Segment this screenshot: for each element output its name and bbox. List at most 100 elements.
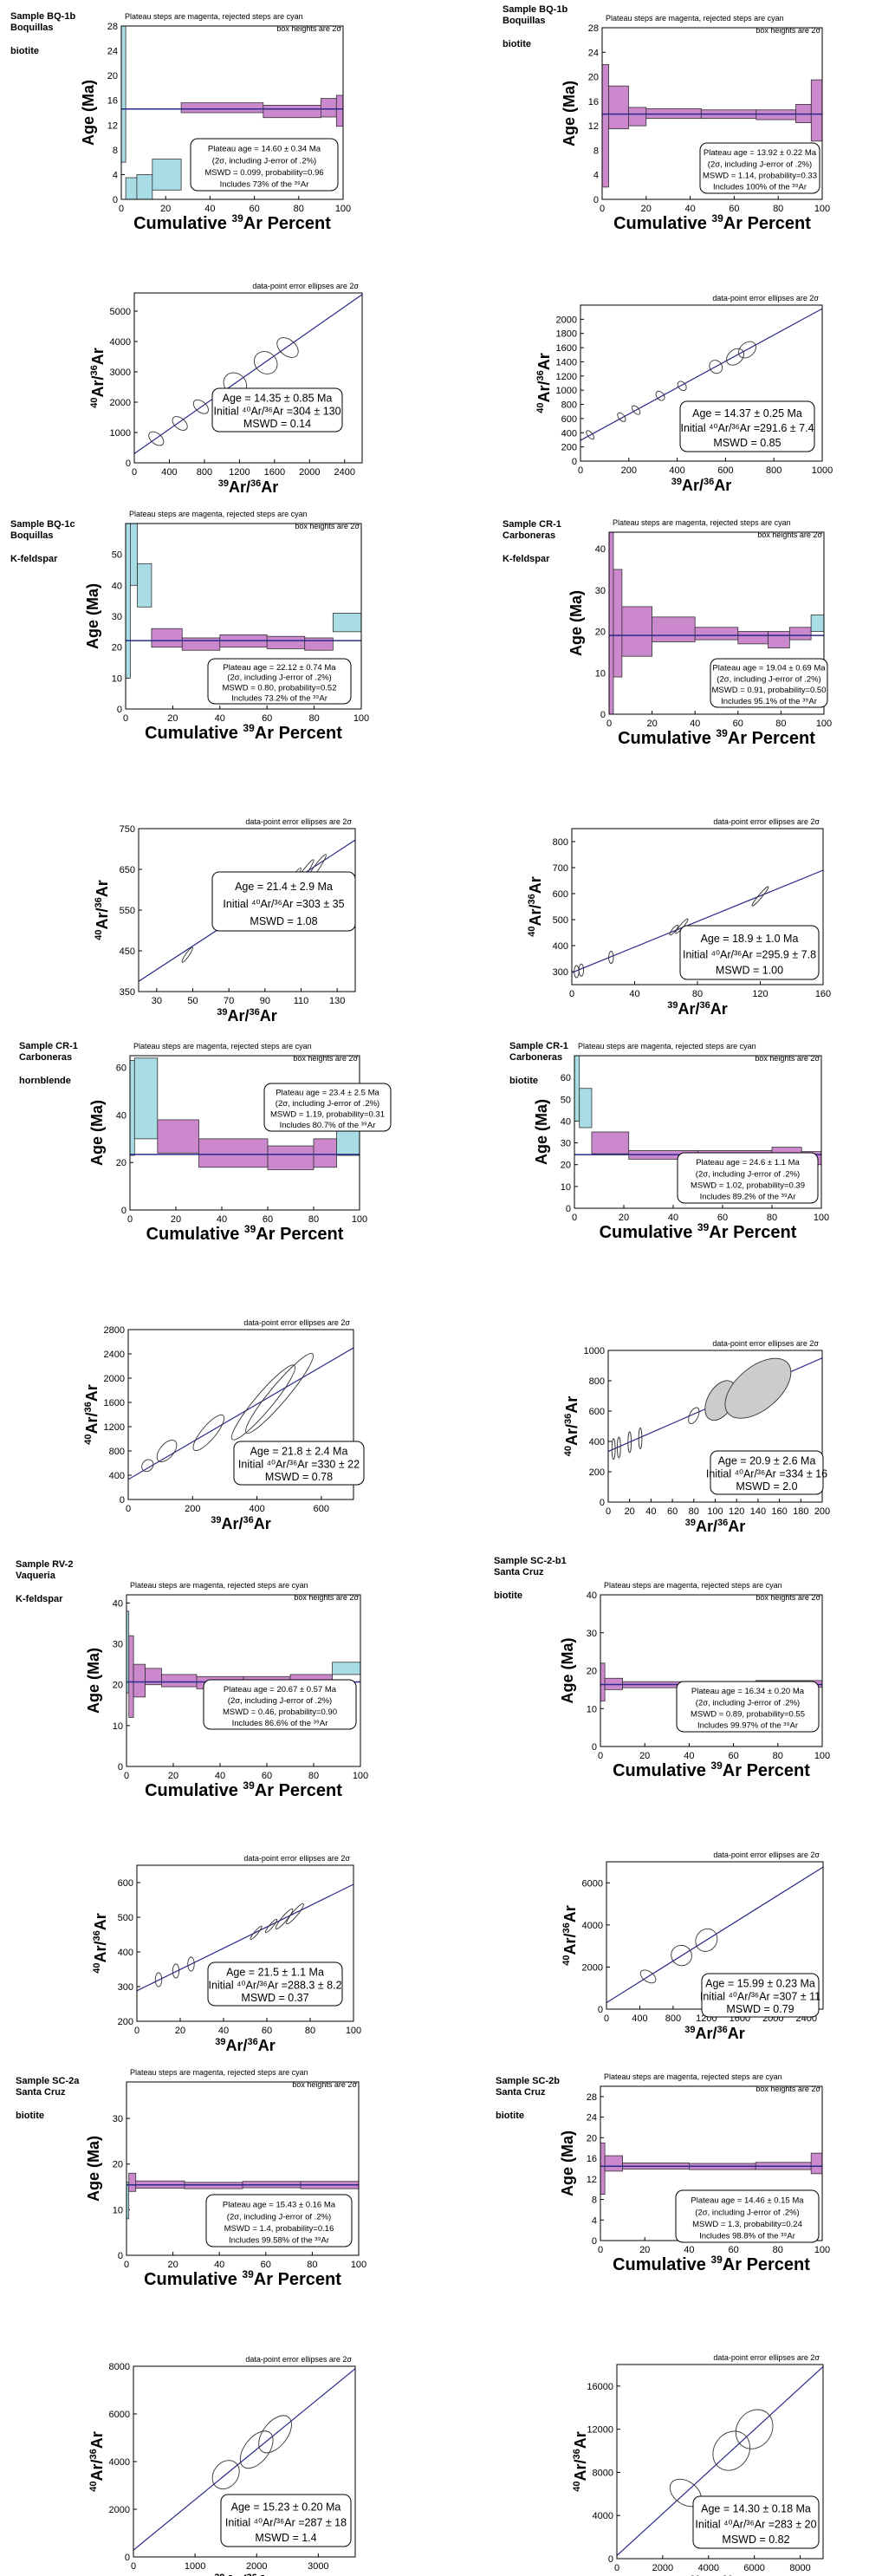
step-box	[180, 102, 264, 114]
step-box	[125, 177, 138, 200]
x-label-sup39: 39	[684, 2025, 695, 2035]
step-box	[304, 637, 334, 651]
step-box	[133, 1057, 159, 1140]
x-tick-label: 60	[262, 713, 272, 724]
mineral-label: K-feldspar	[503, 554, 550, 564]
result-box	[211, 871, 356, 932]
x-tick-label: 60	[249, 204, 259, 214]
y-axis-label: Age (Ma)	[533, 1099, 550, 1165]
y-tick-label: 20	[587, 1667, 597, 1677]
sample-name: Sample RV-2	[16, 1559, 73, 1570]
result-line: MSWD = 1.4	[255, 2532, 316, 2544]
step-box	[788, 627, 812, 641]
y-tick-label: 30	[595, 586, 606, 596]
x-label-sup39: 39	[685, 1518, 696, 1528]
y-axis-label: Age (Ma)	[80, 80, 97, 146]
y-axis-label: 40Ar/36Ar	[527, 876, 544, 937]
result-line: MSWD = 0.89, probability=0.55	[691, 1710, 805, 1720]
y-label-sup36: 36	[561, 1922, 572, 1933]
plot-frame	[571, 828, 824, 986]
y-tick-label: 0	[126, 459, 131, 469]
result-line: Plateau age = 14.46 ± 0.15 Ma	[691, 2196, 804, 2206]
data-ellipse	[154, 1972, 163, 1987]
step-box	[120, 25, 126, 163]
x-tick-label: 800	[766, 465, 781, 476]
x-tick-label: 60	[667, 1506, 678, 1517]
result-line: (2σ, including J-error of .2%)	[717, 674, 820, 684]
y-tick-label: 20	[595, 628, 606, 638]
x-label-slash: /	[244, 1007, 249, 1025]
y-tick-label: 0	[592, 2236, 597, 2247]
y-tick-label: 800	[109, 1447, 125, 1457]
sample-name: Sample CR-1	[19, 1041, 78, 1051]
y-label-slash: /	[89, 375, 107, 380]
data-ellipse	[141, 1459, 154, 1473]
result-line: MSWD = 0.80, probability=0.52	[222, 683, 336, 693]
x-axis-label: 39Ar/36Ar	[667, 1000, 728, 1018]
x-tick-label: 800	[665, 2013, 681, 2024]
y-label-sup36: 36	[83, 1402, 94, 1412]
x-label-slash: /	[242, 2573, 246, 2576]
x-label-superscript: 39	[243, 1779, 255, 1792]
x-tick-label: 180	[793, 1506, 808, 1517]
x-label-suffix: Ar Percent	[709, 1223, 796, 1242]
y-tick-label: 30	[112, 612, 122, 622]
x-tick-label: 2000	[299, 467, 320, 478]
step-box	[267, 1145, 315, 1170]
isochron-chart: 0 200 400 600 0 400 800 1200 1600 2000 2400 2800 dat…	[83, 1318, 365, 1532]
y-tick-label: 400	[553, 941, 568, 952]
x-tick-label: 40	[684, 1751, 694, 1761]
result-box	[207, 1961, 343, 2007]
y-tick-label: 10	[561, 1182, 571, 1193]
x-tick-label: 20	[641, 204, 652, 214]
ellipse-note: data-point error ellipses are 2σ	[245, 2355, 352, 2364]
x-tick-label: 160	[771, 1506, 787, 1517]
x-tick-label: 20	[646, 719, 657, 729]
y-tick-label: 5000	[110, 307, 131, 317]
y-tick-label: 400	[109, 1471, 125, 1481]
x-label-sup39: 39	[671, 477, 682, 487]
y-tick-label: 20	[112, 643, 122, 654]
sample-name: Sample SC-2b	[496, 2076, 560, 2086]
x-label-ar: Ar	[695, 2025, 712, 2042]
x-tick-label: 80	[773, 2245, 783, 2255]
result-line: Includes 99.58% of the ³⁹Ar	[229, 2236, 329, 2246]
plot-frame	[125, 523, 362, 710]
y-tick-label: 300	[553, 967, 568, 978]
x-label-superscript: 39	[242, 2268, 254, 2280]
x-axis-label: Cumulative 39Ar Percent	[145, 1779, 342, 1800]
y-tick-label: 24	[587, 2113, 597, 2124]
y-tick-label: 24	[588, 48, 599, 58]
x-label-ar: Ar	[229, 478, 246, 496]
y-label-sup40: 40	[92, 1963, 102, 1974]
result-box	[677, 1152, 819, 1204]
y-tick-label: 1000	[584, 1346, 605, 1356]
y-tick-label: 40	[116, 1110, 126, 1121]
ellipse-note: data-point error ellipses are 2σ	[713, 2353, 820, 2362]
y-tick-label: 20	[107, 71, 118, 81]
y-axis-label: Age (Ma)	[559, 2130, 576, 2196]
y-axis-label: Age (Ma)	[84, 583, 101, 649]
x-tick-label: 0	[600, 204, 605, 214]
y-tick-label: 10	[113, 1721, 123, 1732]
data-ellipse	[172, 1963, 180, 1979]
data-ellipse	[275, 1908, 294, 1930]
data-ellipse	[239, 2430, 274, 2469]
x-tick-label: 40	[684, 204, 695, 214]
y-label-ar2: Ar	[83, 1384, 101, 1402]
x-axis-label: Cumulative 39Ar Percent	[600, 1221, 797, 1242]
y-tick-label: 500	[553, 915, 568, 926]
y-label-sup36: 36	[94, 897, 104, 907]
y-tick-label: 0	[572, 457, 577, 467]
ellipse-note: data-point error ellipses are 2σ	[243, 1318, 350, 1327]
x-tick-label: 0	[132, 467, 137, 478]
data-ellipse	[254, 351, 278, 374]
y-tick-label: 4	[113, 170, 118, 180]
data-ellipse	[586, 430, 595, 440]
ellipse-note: data-point error ellipses are 2σ	[252, 282, 359, 290]
plateau-note: Plateau steps are magenta, rejected step…	[130, 2068, 308, 2077]
y-tick-label: 200	[589, 1467, 605, 1478]
box-height-note: box heights are 2σ	[756, 1593, 820, 1602]
plot-area	[606, 1866, 823, 2004]
mineral-label: biotite	[16, 2111, 44, 2121]
